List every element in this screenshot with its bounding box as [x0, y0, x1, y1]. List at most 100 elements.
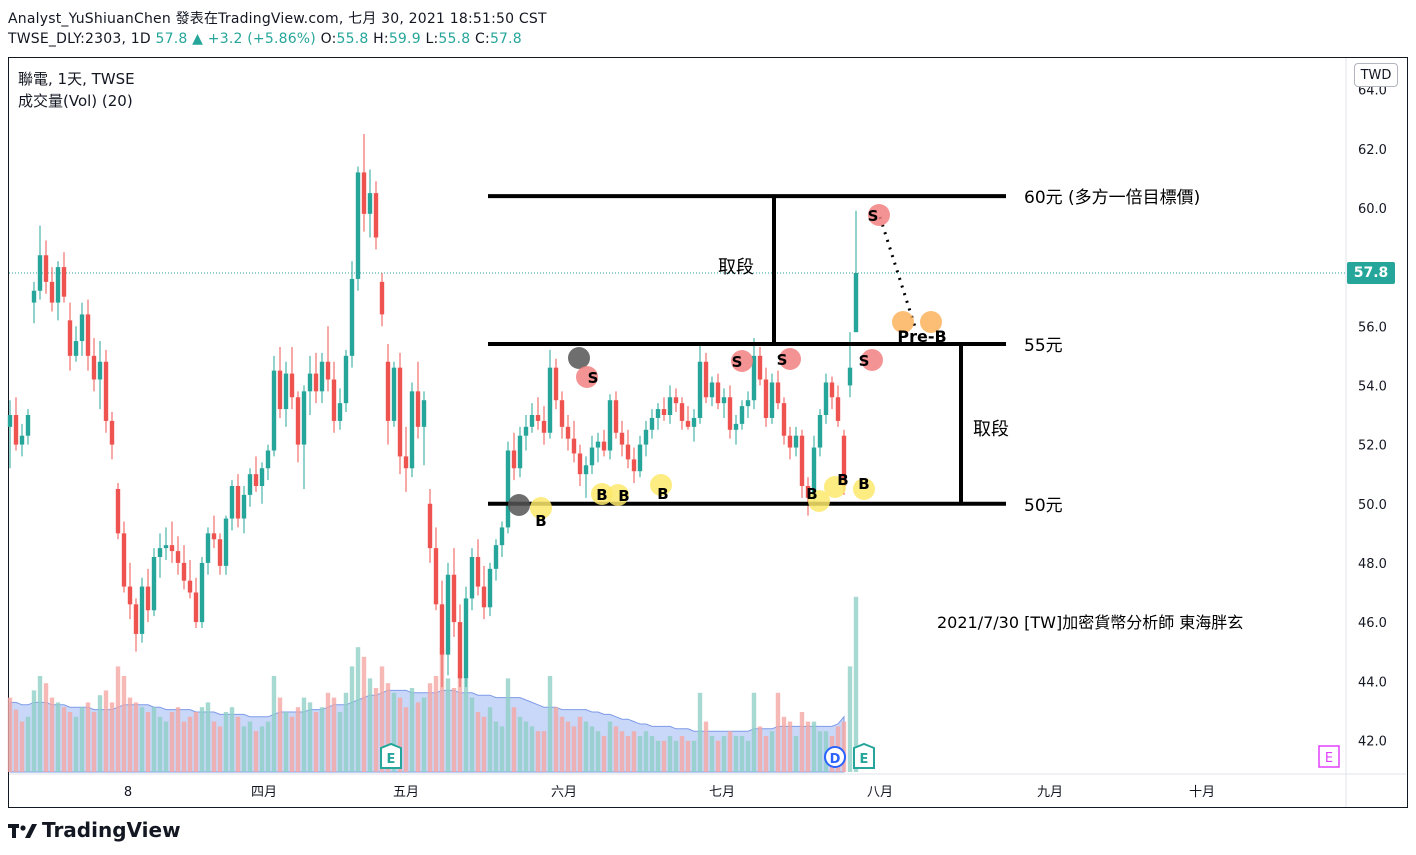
symbol-legend[interactable]: 聯電, 1天, TWSE	[18, 70, 135, 88]
sell-marker-label: S	[868, 207, 879, 225]
candle-body	[43, 255, 49, 282]
buy-marker-label: B	[618, 487, 629, 505]
candle-body	[409, 391, 415, 469]
ohlc-header: TWSE_DLY:2303, 1D 57.8 ▲ +3.2 (+5.86%) O…	[8, 31, 522, 47]
volume-bar	[469, 697, 475, 772]
volume-bar	[187, 716, 193, 772]
sell-marker-label: S	[588, 369, 599, 387]
candle-body	[523, 426, 529, 436]
candle-body	[229, 486, 235, 519]
future-earnings-badge	[1318, 745, 1340, 768]
volume-bar	[811, 721, 817, 772]
tradingview-logo[interactable]: TradingView	[8, 818, 181, 842]
candle-body	[91, 355, 97, 380]
candle-body	[577, 453, 583, 475]
candle-body	[145, 586, 151, 611]
ticker-label: TWSE_DLY:2303, 1D	[8, 31, 151, 47]
volume-bar	[757, 726, 763, 772]
buy-marker-label: B	[535, 512, 546, 530]
candle-body	[769, 382, 775, 418]
x-tick-label: 八月	[867, 785, 893, 800]
candle-body	[13, 415, 19, 445]
candle-body	[529, 415, 535, 427]
volume-bar	[841, 721, 847, 772]
volume-bar	[631, 731, 637, 772]
buy-marker-label: B	[858, 475, 869, 493]
sell-marker-label: S	[777, 351, 788, 369]
candle-body	[235, 486, 241, 519]
candle-body	[127, 586, 133, 605]
y-tick-label: 62.0	[1358, 143, 1387, 158]
volume-legend[interactable]: 成交量(Vol) (20)	[18, 92, 133, 110]
volume-bar	[313, 712, 319, 772]
candle-body	[457, 622, 463, 679]
volume-bar	[625, 736, 631, 772]
volume-bar	[781, 716, 787, 772]
volume-bar	[577, 716, 583, 772]
candle-body	[787, 435, 793, 448]
candle-body	[187, 580, 193, 593]
volume-bar	[421, 697, 427, 772]
volume-bar	[301, 697, 307, 772]
currency-button[interactable]: TWD	[1354, 63, 1398, 87]
volume-bar	[805, 721, 811, 772]
chart-frame	[8, 57, 1408, 808]
earnings-event-badge	[853, 742, 875, 769]
candle-body	[703, 361, 709, 398]
volume-bar	[385, 683, 391, 772]
volume-bar	[535, 731, 541, 772]
tradingview-logo-icon	[8, 824, 37, 838]
candle-body	[37, 255, 43, 291]
volume-bar	[817, 731, 823, 772]
candle-body	[547, 367, 553, 433]
candle-body	[505, 450, 511, 528]
volume-bar	[439, 647, 445, 772]
candle-body	[589, 447, 595, 466]
volume-bar	[571, 726, 577, 772]
candle-body	[415, 391, 421, 427]
volume-bar	[475, 712, 481, 772]
marker-buy-dot	[824, 476, 846, 498]
author-watermark: 2021/7/30 [TW]加密貨幣分析師 東海胖玄	[937, 613, 1243, 632]
candle-body	[553, 367, 559, 401]
candle-body	[391, 367, 397, 421]
candle-body	[757, 355, 763, 380]
range-label-lower: 取段	[973, 419, 1009, 440]
x-tick-label: 六月	[551, 785, 577, 800]
volume-bar	[607, 721, 613, 772]
volume-bar	[703, 721, 709, 772]
candle-body	[307, 373, 313, 392]
candle-body	[421, 400, 427, 427]
candle-body	[247, 474, 253, 495]
marker-buy-dot	[607, 484, 629, 506]
volume-bar	[721, 736, 727, 772]
y-tick-label: 44.0	[1358, 675, 1387, 690]
candle-body	[793, 435, 799, 448]
candle-body	[535, 415, 541, 421]
candle-body	[313, 373, 319, 392]
candle-body	[295, 397, 301, 445]
candle-body	[601, 441, 607, 451]
candle-body	[613, 400, 619, 433]
candle-body	[211, 533, 217, 540]
candle-body	[481, 586, 487, 608]
candle-body	[775, 382, 781, 404]
volume-bar	[37, 676, 43, 772]
level-label: 55元	[1024, 336, 1063, 356]
candle-body	[679, 403, 685, 421]
volume-bar	[517, 716, 523, 772]
candle-body	[493, 545, 499, 569]
volume-bar	[325, 692, 331, 772]
volume-bar	[409, 688, 415, 772]
candle-body	[835, 397, 841, 421]
candle-body	[673, 397, 679, 404]
candle-body	[25, 415, 31, 436]
last-price-tag: 57.8	[1347, 262, 1395, 284]
volume-bar	[193, 712, 199, 772]
volume-bar	[235, 716, 241, 772]
candle-body	[349, 278, 355, 356]
high-value: 59.9	[388, 31, 421, 47]
volume-bar	[121, 676, 127, 772]
candle-body	[373, 193, 379, 238]
